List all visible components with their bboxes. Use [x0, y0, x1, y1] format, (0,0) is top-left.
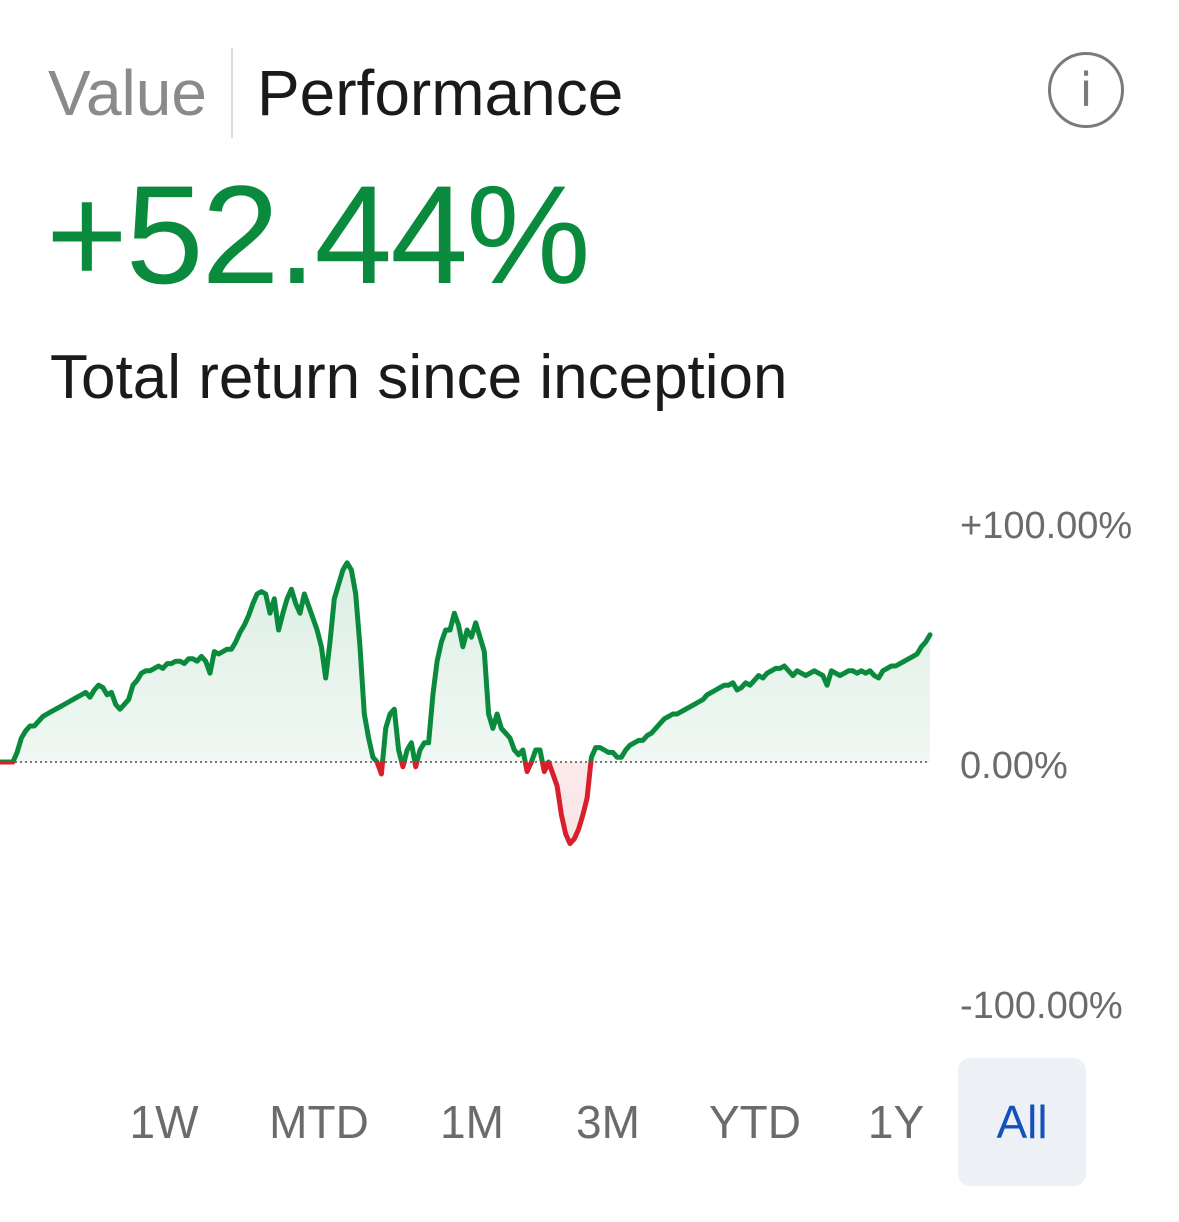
range-ytd-button[interactable]: YTD [709, 1096, 801, 1148]
total-return-value: +52.44% [46, 156, 591, 313]
chart-area-positive [0, 562, 930, 762]
range-all-button[interactable]: All [958, 1058, 1086, 1186]
chart-line-positive [0, 560, 933, 762]
y-tick-label: 0.00% [960, 745, 1068, 787]
view-tabs: Value Performance [48, 48, 623, 138]
info-button[interactable]: i [1048, 52, 1124, 128]
range-1y-button[interactable]: 1Y [867, 1096, 925, 1148]
info-icon: i [1079, 63, 1093, 117]
time-range-selector: 1W MTD 1M 3M YTD 1Y All [0, 1058, 1179, 1188]
range-mtd-button[interactable]: MTD [269, 1096, 369, 1148]
range-1w-button[interactable]: 1W [129, 1096, 199, 1148]
range-3m-button[interactable]: 3M [576, 1096, 640, 1148]
tab-divider [230, 48, 233, 138]
total-return-label: Total return since inception [50, 343, 788, 412]
tab-value[interactable]: Value [48, 57, 207, 129]
range-1m-button[interactable]: 1M [440, 1096, 504, 1148]
performance-chart[interactable]: +100.00% 0.00% -100.00% [0, 480, 1179, 1040]
y-tick-label: -100.00% [960, 985, 1123, 1027]
y-tick-label: +100.00% [960, 505, 1132, 547]
tab-performance[interactable]: Performance [256, 57, 624, 129]
